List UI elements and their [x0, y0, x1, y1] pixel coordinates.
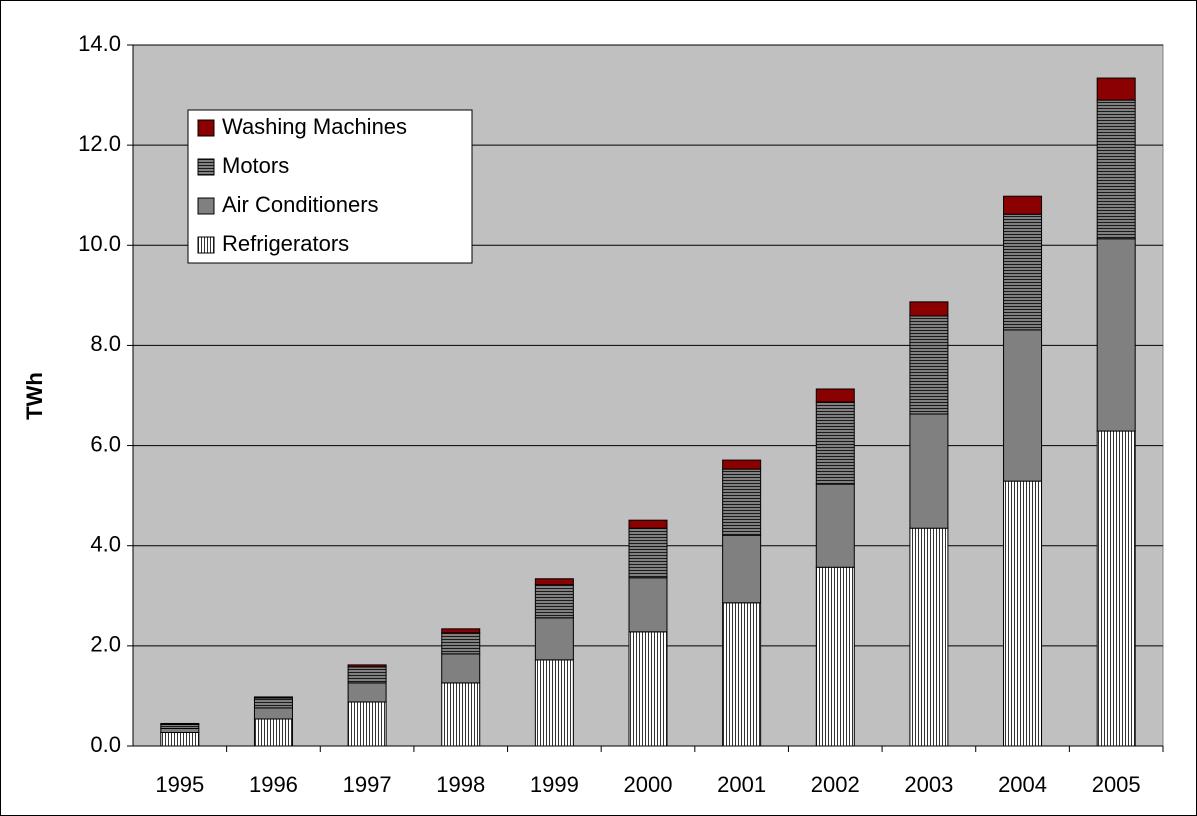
y-tick-label: 12.0: [78, 131, 121, 156]
bar-segment: [815, 483, 855, 568]
bar-segment: [347, 682, 387, 703]
y-tick-label: 2.0: [90, 632, 121, 657]
bar-segment: [253, 696, 293, 699]
bar-segment: [347, 701, 387, 747]
x-tick-label: 1998: [436, 772, 485, 797]
bar-segment: [347, 664, 387, 668]
legend-swatch: [197, 236, 215, 254]
bar-segment: [160, 727, 200, 733]
legend-box: [187, 109, 473, 264]
bar-segment: [909, 527, 949, 747]
bar-segment: [1096, 238, 1136, 432]
bar-segment: [253, 718, 293, 747]
x-tick-label: 2005: [1092, 772, 1141, 797]
bar-segment: [1003, 329, 1043, 482]
bar-segment: [1003, 213, 1043, 331]
y-tick-label: 6.0: [90, 431, 121, 456]
bar-segment: [1096, 77, 1136, 101]
bar-segment: [628, 631, 668, 747]
bar-segment: [722, 602, 762, 747]
bar-segment: [253, 697, 293, 709]
bar-segment: [160, 731, 200, 747]
bar-segment: [722, 459, 762, 470]
legend-label: Motors: [222, 153, 289, 178]
x-tick-label: 1997: [343, 772, 392, 797]
bar-segment: [1096, 430, 1136, 747]
bar-segment: [1003, 480, 1043, 747]
x-tick-label: 2002: [811, 772, 860, 797]
y-tick-label: 4.0: [90, 532, 121, 557]
bar-segment: [441, 628, 481, 634]
bar-segment: [1096, 99, 1136, 240]
bar-segment: [909, 301, 949, 317]
legend-label: Refrigerators: [222, 231, 349, 256]
bar-segment: [253, 707, 293, 720]
bar-segment: [815, 388, 855, 403]
legend-swatch: [197, 119, 215, 137]
y-tick-label: 0.0: [90, 732, 121, 757]
y-axis-label: TWh: [22, 372, 47, 420]
bar-segment: [722, 468, 762, 536]
bar-segment: [722, 534, 762, 604]
bar-segment: [160, 723, 200, 729]
y-tick-label: 10.0: [78, 231, 121, 256]
bar-segment: [441, 682, 481, 747]
bar-segment: [815, 566, 855, 747]
x-tick-label: 1996: [249, 772, 298, 797]
legend-label: Washing Machines: [222, 114, 407, 139]
x-tick-label: 2003: [904, 772, 953, 797]
bar-segment: [441, 632, 481, 655]
bar-segment: [347, 666, 387, 684]
y-tick-label: 14.0: [78, 31, 121, 56]
x-tick-label: 2000: [624, 772, 673, 797]
x-tick-label: 2001: [717, 772, 766, 797]
y-tick-label: 8.0: [90, 331, 121, 356]
bar-segment: [534, 659, 574, 747]
bar-segment: [628, 577, 668, 633]
bar-segment: [1003, 195, 1043, 215]
bar-segment: [909, 413, 949, 529]
bar-segment: [909, 315, 949, 415]
x-tick-label: 1995: [155, 772, 204, 797]
bar-segment: [628, 519, 668, 529]
bar-segment: [534, 617, 574, 661]
bar-segment: [534, 578, 574, 586]
x-tick-label: 2004: [998, 772, 1047, 797]
bar-segment: [534, 584, 574, 619]
bar-segment: [441, 653, 481, 684]
bar-segment: [160, 722, 200, 725]
legend-swatch: [197, 158, 215, 176]
legend-swatch: [197, 197, 215, 215]
bar-segment: [628, 527, 668, 579]
legend-label: Air Conditioners: [222, 192, 379, 217]
x-tick-label: 1999: [530, 772, 579, 797]
bar-segment: [815, 401, 855, 485]
